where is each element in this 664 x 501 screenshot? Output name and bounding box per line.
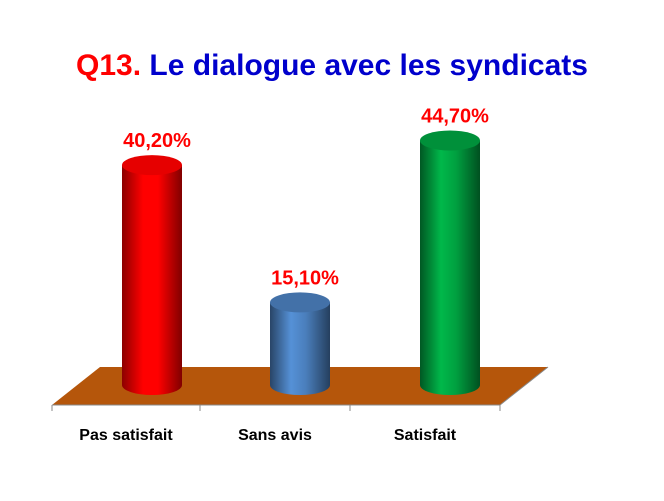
value-label: 44,70% [421,105,489,127]
value-label: 15,10% [271,267,339,289]
title-text: Le dialogue avec les syndicats [149,49,588,82]
bar-top [420,130,480,151]
bar-top [270,292,330,313]
title-number: Q13. [76,49,141,82]
bar-top [122,155,182,176]
bar [270,302,330,395]
x-tick-label: Pas satisfait [79,427,173,444]
value-label: 40,20% [123,130,191,152]
bar [420,140,480,395]
chart-title: Q13. Le dialogue avec les syndicats [76,49,588,82]
floor-edge [499,366,549,406]
x-tick-label: Sans avis [238,427,312,444]
x-tick-label: Satisfait [394,427,457,444]
bar [122,165,182,395]
